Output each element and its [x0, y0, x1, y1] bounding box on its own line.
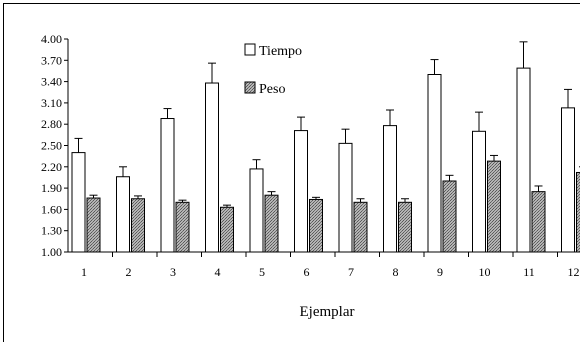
x-tick-label: 10 [479, 265, 491, 279]
legend-label-tiempo: Tiempo [259, 44, 302, 59]
bar-peso-12 [577, 172, 580, 252]
x-tick-label: 3 [170, 265, 176, 279]
bar-peso-5 [265, 195, 278, 252]
bar-peso-10 [488, 161, 501, 252]
y-tick-label: 1.90 [41, 181, 62, 195]
bar-tiempo-8 [384, 126, 397, 252]
bar-peso-7 [354, 202, 367, 252]
legend-swatch-peso [245, 82, 255, 93]
bar-peso-1 [87, 198, 100, 252]
x-tick-label: 8 [393, 265, 399, 279]
y-tick-label: 3.10 [41, 96, 62, 110]
bar-tiempo-1 [72, 153, 85, 252]
y-tick-label: 2.50 [41, 139, 62, 153]
bar-chart: 1.00 1.30 1.60 1.90 2.20 2.50 2.80 3.10 3.40 3.70… [4, 4, 580, 343]
x-tick-label: 1 [81, 265, 87, 279]
x-tick-label: 5 [259, 265, 265, 279]
bar-peso-6 [310, 199, 323, 252]
bar-peso-3 [176, 202, 189, 252]
y-tick-label: 1.00 [41, 245, 62, 259]
bar-peso-9 [443, 181, 456, 252]
y-tick-label: 3.40 [41, 75, 62, 89]
bar-peso-11 [532, 192, 545, 252]
y-tick-label: 2.80 [41, 117, 62, 131]
legend-swatch-tiempo [245, 44, 255, 55]
y-tick-label: 2.20 [41, 160, 62, 174]
y-tick-label: 1.30 [41, 224, 62, 238]
y-tick-label: 4.00 [41, 32, 62, 46]
chart-frame: 1.00 1.30 1.60 1.90 2.20 2.50 2.80 3.10 3.40 3.70… [3, 3, 580, 342]
bar-tiempo-9 [428, 75, 441, 253]
x-tick-label: 12 [568, 265, 580, 279]
bar-tiempo-4 [206, 83, 219, 252]
bar-peso-8 [399, 202, 412, 252]
bar-peso-4 [221, 207, 234, 252]
x-tick-label: 7 [348, 265, 354, 279]
y-tick-label: 3.70 [41, 53, 62, 67]
bar-tiempo-3 [161, 119, 174, 252]
x-tick-label: 6 [304, 265, 310, 279]
bar-tiempo-2 [117, 177, 130, 252]
y-tick-label: 1.60 [41, 202, 62, 216]
x-tick-label: 9 [437, 265, 443, 279]
bar-tiempo-7 [339, 143, 352, 252]
bar-tiempo-6 [295, 131, 308, 252]
bar-tiempo-5 [250, 169, 263, 252]
x-tick-label: 2 [126, 265, 132, 279]
bar-tiempo-10 [473, 131, 486, 252]
x-tick-label: 4 [215, 265, 221, 279]
legend-label-peso: Peso [259, 82, 285, 97]
bar-peso-2 [132, 199, 145, 252]
x-axis-title: Ejemplar [300, 304, 355, 320]
bar-tiempo-11 [517, 68, 530, 252]
x-tick-label: 11 [523, 265, 535, 279]
bar-tiempo-12 [562, 108, 575, 252]
